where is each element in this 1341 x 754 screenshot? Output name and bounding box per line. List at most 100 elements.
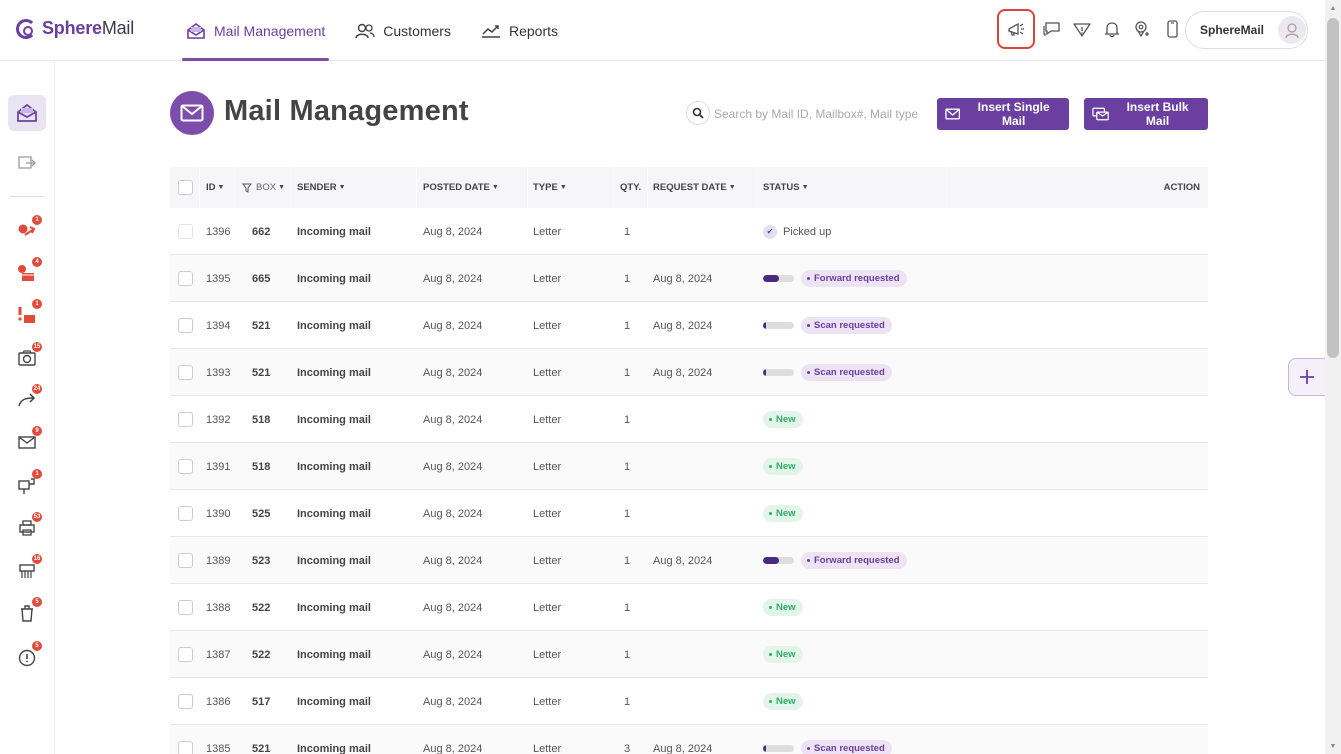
column-header-id[interactable]: ID ▼ bbox=[206, 182, 225, 193]
search-icon[interactable] bbox=[686, 101, 710, 125]
alert-button[interactable] bbox=[1067, 9, 1097, 49]
sidebar-badge: 16 bbox=[32, 554, 42, 564]
cell-type: Letter bbox=[533, 648, 562, 661]
row-checkbox[interactable] bbox=[178, 208, 193, 255]
cell-id: 1390 bbox=[206, 507, 231, 520]
megaphone-icon bbox=[1008, 22, 1024, 36]
cell-box: 517 bbox=[252, 695, 271, 708]
cell-posted-date: Aug 8, 2024 bbox=[423, 648, 483, 661]
table-row[interactable]: 1385 521 Incoming mail Aug 8, 2024 Letter 3 Au… bbox=[170, 725, 1208, 754]
table-row[interactable]: 1388 522 Incoming mail Aug 8, 2024 Letter 1 Ne… bbox=[170, 584, 1208, 631]
table-row[interactable]: 1389 523 Incoming mail Aug 8, 2024 Letter 1 Au… bbox=[170, 537, 1208, 584]
notifications-button[interactable] bbox=[1097, 9, 1127, 49]
nav-reports[interactable]: Reports bbox=[477, 0, 562, 61]
cell-type: Letter bbox=[533, 601, 562, 614]
cell-qty: 1 bbox=[624, 695, 631, 708]
row-checkbox[interactable] bbox=[178, 396, 193, 443]
table-row[interactable]: 1391 518 Incoming mail Aug 8, 2024 Letter 1 Ne… bbox=[170, 443, 1208, 490]
sidebar-item-print[interactable]: 53 bbox=[8, 510, 46, 546]
search-input[interactable] bbox=[714, 104, 919, 124]
row-checkbox[interactable] bbox=[178, 443, 193, 490]
sidebar-badge: 1 bbox=[32, 215, 42, 225]
select-all-checkbox[interactable] bbox=[178, 167, 193, 208]
row-checkbox[interactable] bbox=[178, 537, 193, 584]
forward-pin-icon bbox=[18, 224, 36, 236]
progress-bar bbox=[763, 369, 794, 376]
app-logo[interactable]: SphereMail bbox=[16, 18, 134, 39]
cell-id: 1385 bbox=[206, 742, 231, 754]
insert-single-mail-button[interactable]: Insert Single Mail bbox=[937, 98, 1069, 130]
scroll-down-icon[interactable]: ▼ bbox=[1329, 742, 1337, 750]
cell-posted-date: Aug 8, 2024 bbox=[423, 460, 483, 473]
bell-icon bbox=[1104, 22, 1120, 38]
cell-id: 1395 bbox=[206, 272, 231, 285]
sidebar-item-forwards[interactable]: 1 bbox=[8, 213, 46, 249]
row-checkbox[interactable] bbox=[178, 255, 193, 302]
page-icon bbox=[170, 91, 214, 135]
envelopes-stack-icon bbox=[1092, 107, 1109, 121]
sidebar-item-mailbox[interactable]: 1 bbox=[8, 467, 46, 503]
cell-type: Letter bbox=[533, 225, 562, 238]
sidebar-item-trash[interactable]: 5 bbox=[8, 595, 46, 631]
column-header-posted-date[interactable]: POSTED DATE ▼ bbox=[423, 182, 499, 193]
row-checkbox[interactable] bbox=[178, 631, 193, 678]
sidebar-item-new-mail[interactable]: 9 bbox=[8, 424, 46, 460]
sidebar-item-shred[interactable]: 16 bbox=[8, 552, 46, 588]
table-row[interactable]: 1394 521 Incoming mail Aug 8, 2024 Letter 1 Au… bbox=[170, 302, 1208, 349]
add-floating-button[interactable] bbox=[1288, 358, 1325, 396]
status-badge: Scan requested bbox=[801, 317, 892, 334]
sidebar-item-forward[interactable] bbox=[8, 143, 46, 179]
announcement-button[interactable] bbox=[997, 9, 1035, 49]
row-checkbox[interactable] bbox=[178, 349, 193, 396]
column-header-type[interactable]: TYPE ▼ bbox=[533, 182, 567, 193]
cell-box: 518 bbox=[252, 460, 271, 473]
table-row[interactable]: 1393 521 Incoming mail Aug 8, 2024 Letter 1 Au… bbox=[170, 349, 1208, 396]
table-row[interactable]: 1386 517 Incoming mail Aug 8, 2024 Letter 1 Ne… bbox=[170, 678, 1208, 725]
sidebar-item-urgent[interactable]: 1 bbox=[8, 297, 46, 333]
account-menu[interactable]: SphereMail bbox=[1185, 11, 1308, 49]
cell-type: Letter bbox=[533, 319, 562, 332]
location-button[interactable] bbox=[1127, 9, 1157, 49]
nav-mail-management[interactable]: Mail Management bbox=[182, 0, 330, 61]
scrollbar-thumb[interactable] bbox=[1327, 18, 1339, 358]
status-badge: New bbox=[763, 693, 803, 710]
chat-button[interactable] bbox=[1037, 9, 1067, 49]
sidebar-item-pickups[interactable]: 4 bbox=[8, 255, 46, 291]
column-header-sender[interactable]: SENDER ▼ bbox=[297, 182, 346, 193]
row-checkbox[interactable] bbox=[178, 490, 193, 537]
sidebar-item-scans[interactable]: 15 bbox=[8, 340, 46, 376]
row-checkbox[interactable] bbox=[178, 584, 193, 631]
table-row[interactable]: 1392 518 Incoming mail Aug 8, 2024 Letter 1 Ne… bbox=[170, 396, 1208, 443]
mailbox-icon bbox=[18, 478, 35, 494]
row-checkbox[interactable] bbox=[178, 678, 193, 725]
cell-status: New bbox=[763, 443, 803, 490]
cell-box: 665 bbox=[252, 272, 271, 285]
cell-sender: Incoming mail bbox=[297, 648, 371, 661]
sidebar-item-mail[interactable] bbox=[8, 95, 46, 131]
column-header-box[interactable]: BOX ▼ bbox=[242, 167, 285, 208]
sidebar-item-issues[interactable]: 5 bbox=[8, 639, 46, 675]
scroll-up-icon[interactable]: ▲ bbox=[1329, 4, 1337, 12]
cell-status: Scan requested bbox=[763, 302, 892, 349]
table-row[interactable]: 1396 662 Incoming mail Aug 8, 2024 Letter 1 ✔ P… bbox=[170, 208, 1208, 255]
insert-bulk-mail-button[interactable]: Insert Bulk Mail bbox=[1084, 98, 1208, 130]
table-row[interactable]: 1390 525 Incoming mail Aug 8, 2024 Letter 1 Ne… bbox=[170, 490, 1208, 537]
cell-id: 1387 bbox=[206, 648, 231, 661]
sidebar: 1 4 1 15 24 9 1 53 16 5 5 bbox=[0, 61, 55, 754]
column-header-request-date[interactable]: REQUEST DATE ▼ bbox=[653, 182, 736, 193]
row-checkbox[interactable] bbox=[178, 302, 193, 349]
users-icon bbox=[355, 23, 375, 38]
table-row[interactable]: 1387 522 Incoming mail Aug 8, 2024 Letter 1 Ne… bbox=[170, 631, 1208, 678]
mobile-button[interactable] bbox=[1157, 9, 1187, 49]
row-checkbox[interactable] bbox=[178, 725, 193, 754]
user-avatar-icon bbox=[1285, 23, 1299, 39]
sidebar-item-forward-requests[interactable]: 24 bbox=[8, 382, 46, 418]
mail-open-icon bbox=[187, 22, 205, 39]
nav-customers[interactable]: Customers bbox=[351, 0, 455, 61]
column-header-status[interactable]: STATUS ▼ bbox=[763, 182, 809, 193]
status-badge: Scan requested bbox=[801, 740, 892, 754]
table-row[interactable]: 1395 665 Incoming mail Aug 8, 2024 Letter 1 Au… bbox=[170, 255, 1208, 302]
status-badge: New bbox=[763, 411, 803, 428]
cell-qty: 1 bbox=[624, 319, 631, 332]
status-badge: Forward requested bbox=[801, 552, 907, 569]
